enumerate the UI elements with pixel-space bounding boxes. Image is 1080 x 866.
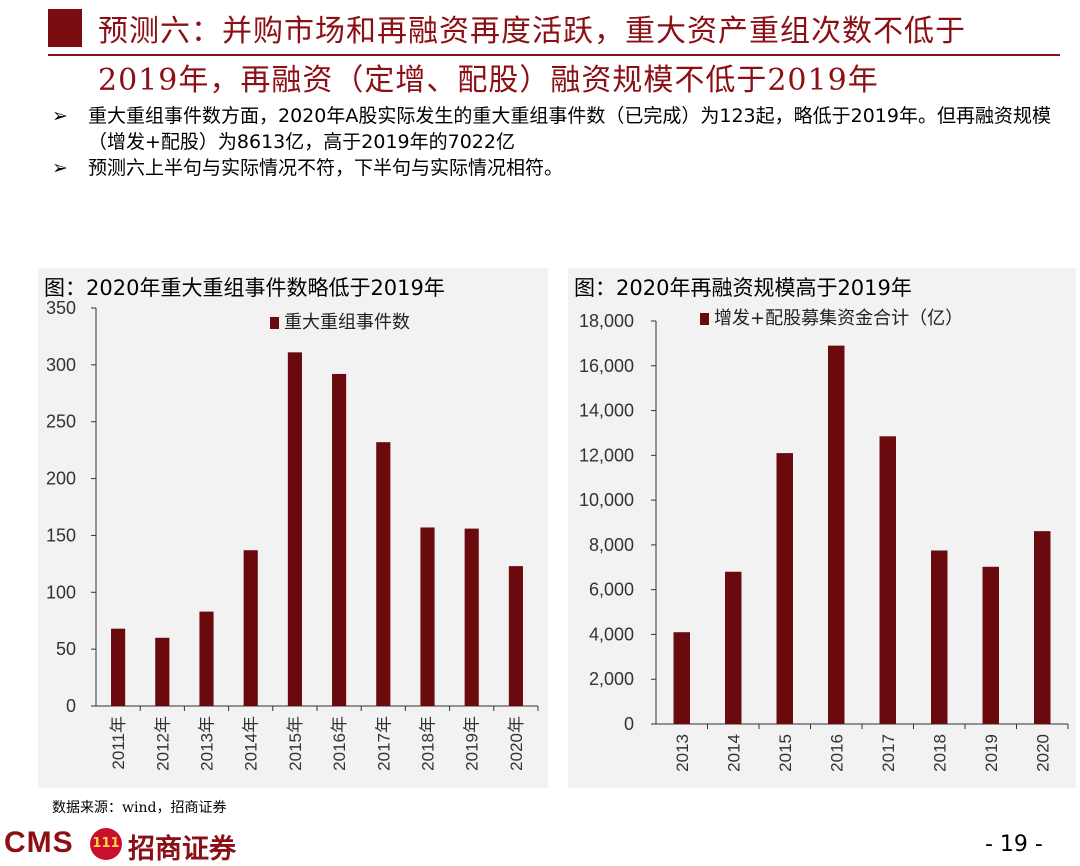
bar xyxy=(776,453,793,724)
legend-label: 增发+配股募集资金合计（亿） xyxy=(714,308,963,329)
cms-logo: CMS xyxy=(4,826,74,859)
legend-label: 重大重组事件数 xyxy=(284,312,410,333)
x-tick-label: 2017年 xyxy=(374,716,393,771)
bar xyxy=(376,442,391,706)
y-tick-label: 18,000 xyxy=(579,311,634,331)
page-title-line1: 预测六：并购市场和再融资再度活跃，重大资产重组次数不低于 xyxy=(98,14,966,49)
y-tick-label: 2,000 xyxy=(589,669,634,689)
bar xyxy=(931,550,948,724)
bullet-list: ➢ 重大重组事件数方面，2020年A股实际发生的重大重组事件数（已完成）为123… xyxy=(52,103,1072,181)
bar xyxy=(332,373,347,706)
bar xyxy=(199,611,214,706)
y-tick-label: 10,000 xyxy=(579,490,634,510)
restructuring-bar-chart: 0 50 100 150 200 250 300 350 2011年 2012年 2013年 2014… xyxy=(46,298,539,771)
title-bar: 预测六：并购市场和再融资再度活跃，重大资产重组次数不低于 2019年，再融资（定… xyxy=(0,0,1080,100)
x-tick-label: 2019年 xyxy=(463,716,482,771)
y-tick-label: 100 xyxy=(46,582,76,602)
bullet-text: 重大重组事件数方面，2020年A股实际发生的重大重组事件数（已完成）为123起，… xyxy=(88,105,1051,153)
x-tick-label: 2013年 xyxy=(198,716,217,771)
bar xyxy=(982,566,999,724)
x-tick-label: 2018 xyxy=(930,734,949,772)
chart-title: 图：2020年重大重组事件数略低于2019年 xyxy=(44,276,445,300)
page-title-line2: 2019年，再融资（定增、配股）融资规模不低于2019年 xyxy=(98,63,879,98)
y-tick-label: 8,000 xyxy=(589,535,634,555)
bar xyxy=(243,550,258,706)
chart-panel-restructuring: 图：2020年重大重组事件数略低于2019年 0 50 100 150 200 250 30… xyxy=(38,268,548,788)
x-tick-label: 2017 xyxy=(879,734,898,772)
y-tick-label: 4,000 xyxy=(589,624,634,644)
y-tick-label: 12,000 xyxy=(579,445,634,465)
legend-swatch xyxy=(700,313,709,325)
x-tick-label: 2015年 xyxy=(286,716,305,771)
legend-swatch xyxy=(270,317,279,329)
bar xyxy=(508,566,523,706)
x-tick-label: 2020 xyxy=(1033,734,1052,772)
y-tick-label: 6,000 xyxy=(589,580,634,600)
bar xyxy=(673,632,690,724)
x-tick-label: 2020年 xyxy=(507,716,526,771)
chart-title: 图：2020年再融资规模高于2019年 xyxy=(574,276,912,300)
bullet-item: ➢ 重大重组事件数方面，2020年A股实际发生的重大重组事件数（已完成）为123… xyxy=(52,103,1072,155)
y-tick-label: 300 xyxy=(46,355,76,375)
x-tick-label: 2016 xyxy=(827,734,846,772)
y-tick-label: 200 xyxy=(46,469,76,489)
arrow-bullet-icon: ➢ xyxy=(52,157,68,179)
footer: CMS 111 招商证券 - 19 - xyxy=(0,820,1080,865)
x-tick-label: 2014年 xyxy=(242,716,261,771)
bar xyxy=(464,528,479,706)
y-tick-label: 250 xyxy=(46,412,76,432)
arrow-bullet-icon: ➢ xyxy=(52,105,68,127)
y-tick-label: 50 xyxy=(56,639,76,659)
bar xyxy=(879,436,896,724)
title-mark xyxy=(48,9,82,47)
y-tick-label: 14,000 xyxy=(579,401,634,421)
x-tick-label: 2018年 xyxy=(419,716,438,771)
y-tick-label: 0 xyxy=(66,696,76,716)
page-number: - 19 - xyxy=(985,832,1043,857)
cms-badge-icon: 111 xyxy=(90,828,122,860)
bar xyxy=(1034,531,1051,724)
y-tick-label: 16,000 xyxy=(579,356,634,376)
y-tick-label: 350 xyxy=(46,298,76,318)
bar xyxy=(725,571,742,724)
x-tick-label: 2014 xyxy=(724,734,743,772)
y-tick-label: 0 xyxy=(624,714,634,734)
x-tick-label: 2013 xyxy=(673,734,692,772)
bar xyxy=(420,527,435,706)
bullet-text: 预测六上半句与实际情况不符，下半句与实际情况相符。 xyxy=(88,157,564,179)
chart-panel-refinancing: 图：2020年再融资规模高于2019年 0 2,000 4,000 6,000 8,00… xyxy=(568,268,1076,788)
x-tick-label: 2011年 xyxy=(109,716,128,770)
refinancing-bar-chart: 0 2,000 4,000 6,000 8,000 10,000 12,000 14,000 1… xyxy=(579,308,1069,772)
x-tick-label: 2016年 xyxy=(330,716,349,771)
data-source: 数据来源：wind，招商证券 xyxy=(52,800,227,816)
x-tick-label: 2012年 xyxy=(153,716,172,771)
title-rule xyxy=(48,54,1060,56)
x-tick-label: 2019 xyxy=(982,734,1001,772)
bar xyxy=(155,637,170,706)
x-tick-label: 2015 xyxy=(776,734,795,772)
bar xyxy=(111,628,126,706)
bullet-item: ➢ 预测六上半句与实际情况不符，下半句与实际情况相符。 xyxy=(52,155,1072,181)
company-name: 招商证券 xyxy=(128,834,236,865)
bar xyxy=(828,345,845,724)
bar xyxy=(287,352,302,706)
y-tick-label: 150 xyxy=(46,525,76,545)
